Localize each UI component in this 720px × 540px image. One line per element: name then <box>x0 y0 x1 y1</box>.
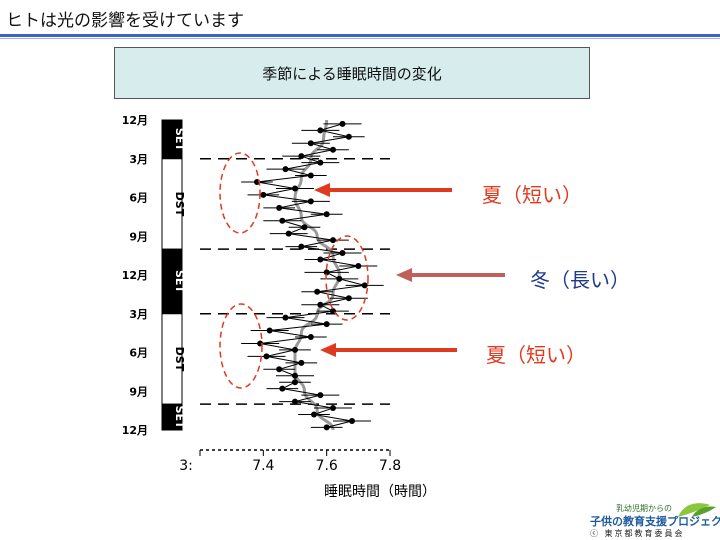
data-point <box>292 372 298 379</box>
data-point <box>282 166 289 173</box>
data-point <box>323 269 330 276</box>
data-point <box>317 127 324 134</box>
highlight-ellipse <box>219 152 261 234</box>
y-tick-label: 9月 <box>129 230 148 243</box>
arrow-summer-2-head <box>320 343 336 357</box>
data-point <box>292 398 298 405</box>
period-bar-label: SET <box>173 270 186 293</box>
highlight-ellipse <box>325 235 369 321</box>
chart-title-box: 季節による睡眠時間の変化 <box>114 47 590 99</box>
data-point <box>282 314 289 321</box>
y-tick-label: 12月 <box>122 269 148 282</box>
period-bar-label: DST <box>173 347 186 372</box>
leaf-logo-icon <box>678 503 716 517</box>
logo-org: ⓒ 東京都教育委員会 <box>590 529 685 538</box>
arrow-summer-1-head <box>314 183 330 197</box>
data-point <box>292 346 298 353</box>
y-tick-label: 9月 <box>129 385 148 398</box>
data-point <box>330 146 336 153</box>
data-point <box>323 211 330 218</box>
period-bar-label: DST <box>173 192 186 217</box>
x-tick-label: 7.8 <box>379 458 401 474</box>
period-bar-label: SET <box>173 406 186 429</box>
data-point <box>323 321 330 328</box>
data-point <box>355 262 362 269</box>
title-rule-thin <box>0 38 720 39</box>
data-point <box>339 250 346 257</box>
logo-name: 子供の教育支援プロジェクト <box>590 515 720 528</box>
data-point <box>311 411 317 418</box>
data-point <box>307 140 314 147</box>
x-tick-label: 3: <box>179 458 193 474</box>
annotation-summer-2: 夏（短い） <box>486 343 586 367</box>
y-tick-label: 3月 <box>129 153 148 166</box>
data-point <box>298 153 305 160</box>
data-point <box>339 120 346 127</box>
data-point <box>279 217 286 224</box>
data-point <box>323 424 330 431</box>
period-bar-segment <box>161 403 183 431</box>
data-point <box>345 295 352 302</box>
data-point <box>285 230 292 237</box>
y-tick-label: 6月 <box>129 192 148 205</box>
highlight-ellipse <box>219 303 263 389</box>
x-tick-label: 7.6 <box>316 458 338 474</box>
data-point <box>298 359 305 366</box>
data-point <box>314 288 321 295</box>
smooth-trend-line <box>293 119 341 431</box>
data-point <box>260 191 267 198</box>
data-point <box>349 417 355 424</box>
data-point <box>276 204 283 211</box>
data-point <box>317 301 324 308</box>
data-point <box>317 256 324 263</box>
data-point <box>292 379 298 386</box>
data-point <box>330 405 336 412</box>
x-axis-label: 睡眠時間（時間） <box>324 484 436 500</box>
period-bar-label: SET <box>173 128 186 151</box>
data-point <box>361 282 368 289</box>
data-point <box>317 392 324 399</box>
y-tick-label: 12月 <box>122 114 148 127</box>
data-point <box>298 243 305 250</box>
annotation-summer-1: 夏（短い） <box>482 183 582 207</box>
annotation-winter: 冬（長い） <box>530 268 630 292</box>
slide-title: ヒトは光の影響を受けています <box>6 11 244 31</box>
data-point <box>345 133 352 140</box>
y-tick-label: 3月 <box>129 308 148 321</box>
data-point <box>307 198 314 205</box>
data-point <box>307 334 314 340</box>
data-point <box>279 385 286 392</box>
data-point <box>307 172 314 179</box>
data-point <box>292 185 298 192</box>
data-point <box>301 224 308 231</box>
x-tick-label: 7.4 <box>252 458 274 474</box>
data-point <box>317 159 324 166</box>
title-rule <box>0 34 720 37</box>
data-point <box>263 353 270 360</box>
data-point <box>330 237 336 244</box>
y-tick-label: 12月 <box>122 424 148 437</box>
y-tick-label: 6月 <box>129 347 148 360</box>
arrow-winter-head <box>396 268 412 282</box>
data-point <box>266 327 273 334</box>
data-point <box>276 366 283 373</box>
data-point <box>336 275 343 282</box>
logo-subtitle: 乳幼児期からの <box>616 504 672 513</box>
chart-title: 季節による睡眠時間の変化 <box>262 64 442 83</box>
